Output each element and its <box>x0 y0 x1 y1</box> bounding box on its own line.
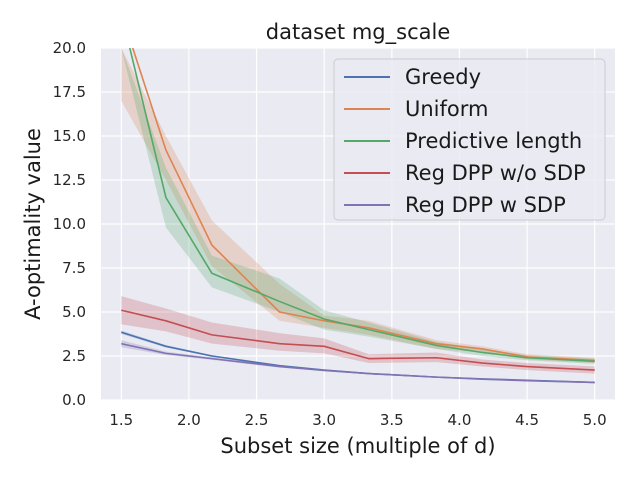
x-tick-label: 1.5 <box>109 411 133 429</box>
x-tick-label: 5.0 <box>583 411 607 429</box>
y-tick-label: 7.5 <box>62 259 86 277</box>
y-tick-label: 10.0 <box>53 215 86 233</box>
legend: Greedy Uniform Predictive length Reg DPP w/… <box>333 58 606 221</box>
legend-label-uniform: Uniform <box>405 97 488 121</box>
y-tick-label: 2.5 <box>62 347 86 365</box>
legend-label-greedy: Greedy <box>405 65 481 89</box>
y-tick-label: 20.0 <box>53 39 86 57</box>
legend-label-reg-dpp-w-sdp: Reg DPP w SDP <box>405 193 566 217</box>
x-tick-label: 3.5 <box>380 411 404 429</box>
x-tick-label: 2.0 <box>177 411 201 429</box>
x-tick-label: 3.0 <box>312 411 336 429</box>
line-predictive-length <box>128 48 595 363</box>
x-tick-label: 4.0 <box>448 411 472 429</box>
y-tick-label: 0.0 <box>62 391 86 409</box>
y-tick-label: 15.0 <box>53 127 86 145</box>
y-axis-ticks: 0.0 2.5 5.0 7.5 10.0 12.5 15.0 17.5 20.0 <box>53 39 86 409</box>
line-reg-dpp-w-sdp <box>121 342 595 384</box>
x-axis-ticks: 1.5 2.0 2.5 3.0 3.5 4.0 4.5 5.0 <box>109 411 606 429</box>
y-axis-label: A-optimality value <box>21 128 45 320</box>
legend-label-reg-dpp-w-o-sdp: Reg DPP w/o SDP <box>405 161 586 185</box>
x-tick-label: 4.5 <box>515 411 539 429</box>
y-tick-label: 12.5 <box>53 171 86 189</box>
series-lines <box>121 48 595 384</box>
y-tick-label: 17.5 <box>53 83 86 101</box>
x-axis-label: Subset size (multiple of d) <box>220 434 495 458</box>
y-tick-label: 5.0 <box>62 303 86 321</box>
line-reg-dpp-w-o-sdp <box>121 309 595 371</box>
legend-label-predictive-length: Predictive length <box>405 129 582 153</box>
chart-title: dataset mg_scale <box>266 20 450 45</box>
x-tick-label: 2.5 <box>245 411 269 429</box>
legend-frame <box>333 58 606 221</box>
